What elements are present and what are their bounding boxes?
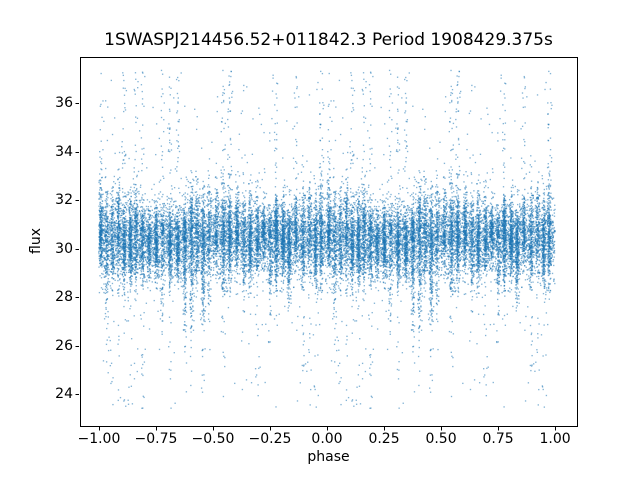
x-tick-label: 1.00 — [539, 431, 571, 447]
y-tick-label: 30 — [55, 240, 73, 257]
x-tick-label: −0.25 — [248, 431, 292, 447]
y-tick-label: 28 — [55, 289, 73, 306]
x-axis-label: phase — [307, 449, 350, 465]
x-tick-label: 0.00 — [311, 431, 343, 447]
x-tick-label: −0.50 — [191, 431, 235, 447]
y-tick-label: 36 — [55, 95, 73, 112]
x-tick-label: 0.50 — [425, 431, 457, 447]
x-tick-label: 0.75 — [482, 431, 514, 447]
y-tick-label: 34 — [55, 143, 73, 160]
chart-title: 1SWASPJ214456.52+011842.3 Period 1908429… — [104, 30, 553, 50]
y-tick-label: 24 — [55, 385, 73, 402]
x-tick-label: 0.25 — [368, 431, 400, 447]
x-tick-label: −0.75 — [134, 431, 178, 447]
y-tick-label: 32 — [55, 192, 73, 209]
y-tick-label: 26 — [55, 337, 73, 354]
x-tick-label: −1.00 — [77, 431, 121, 447]
